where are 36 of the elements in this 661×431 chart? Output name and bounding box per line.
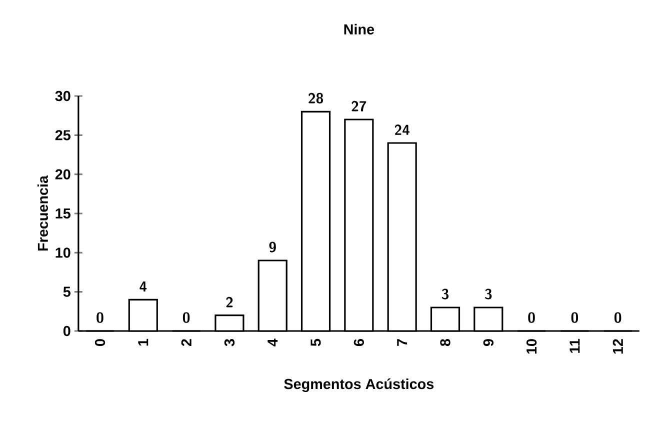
x-tick-label: 1 — [138, 338, 148, 346]
y-tick-label: 30 — [55, 90, 70, 102]
data-label: 24 — [394, 124, 410, 135]
x-tick-label: 3 — [224, 339, 235, 346]
data-label: 0 — [614, 312, 622, 323]
data-label: 28 — [308, 92, 324, 104]
x-tick-label: 7 — [397, 339, 408, 346]
x-tick-label: 4 — [268, 338, 278, 346]
x-axis-title: Segmentos Acústicos — [284, 378, 434, 392]
x-tick-label: 8 — [440, 338, 450, 346]
chart-title: Nine — [344, 24, 374, 34]
data-label: 0 — [182, 312, 190, 323]
y-tick-label: 25 — [55, 130, 70, 140]
y-tick-label: 20 — [55, 169, 70, 180]
x-tick-label: 6 — [354, 339, 364, 346]
x-tick-label: 10 — [526, 339, 537, 354]
data-label: 4 — [140, 282, 147, 292]
x-tick-label: 9 — [483, 339, 494, 346]
data-label: 2 — [226, 296, 233, 308]
x-tick-label: 12 — [612, 339, 623, 354]
y-axis-title: Frecuencia — [37, 175, 48, 251]
data-label: 27 — [352, 100, 366, 112]
data-label: 3 — [442, 288, 449, 300]
y-tick-label: 10 — [56, 248, 70, 258]
x-tick-label: 0 — [94, 339, 106, 346]
x-tick-label: 11 — [570, 338, 580, 353]
x-tick-label: 2 — [181, 339, 192, 346]
y-tick-label: 0 — [63, 326, 70, 336]
x-tick-label: 5 — [310, 338, 321, 346]
y-tick-label: 5 — [63, 286, 70, 297]
data-label: 0 — [571, 312, 578, 323]
data-label: 9 — [269, 242, 276, 252]
y-tick-label: 15 — [56, 208, 70, 219]
data-label: 0 — [96, 312, 104, 323]
data-label: 0 — [528, 312, 535, 323]
data-label: 3 — [485, 288, 492, 300]
